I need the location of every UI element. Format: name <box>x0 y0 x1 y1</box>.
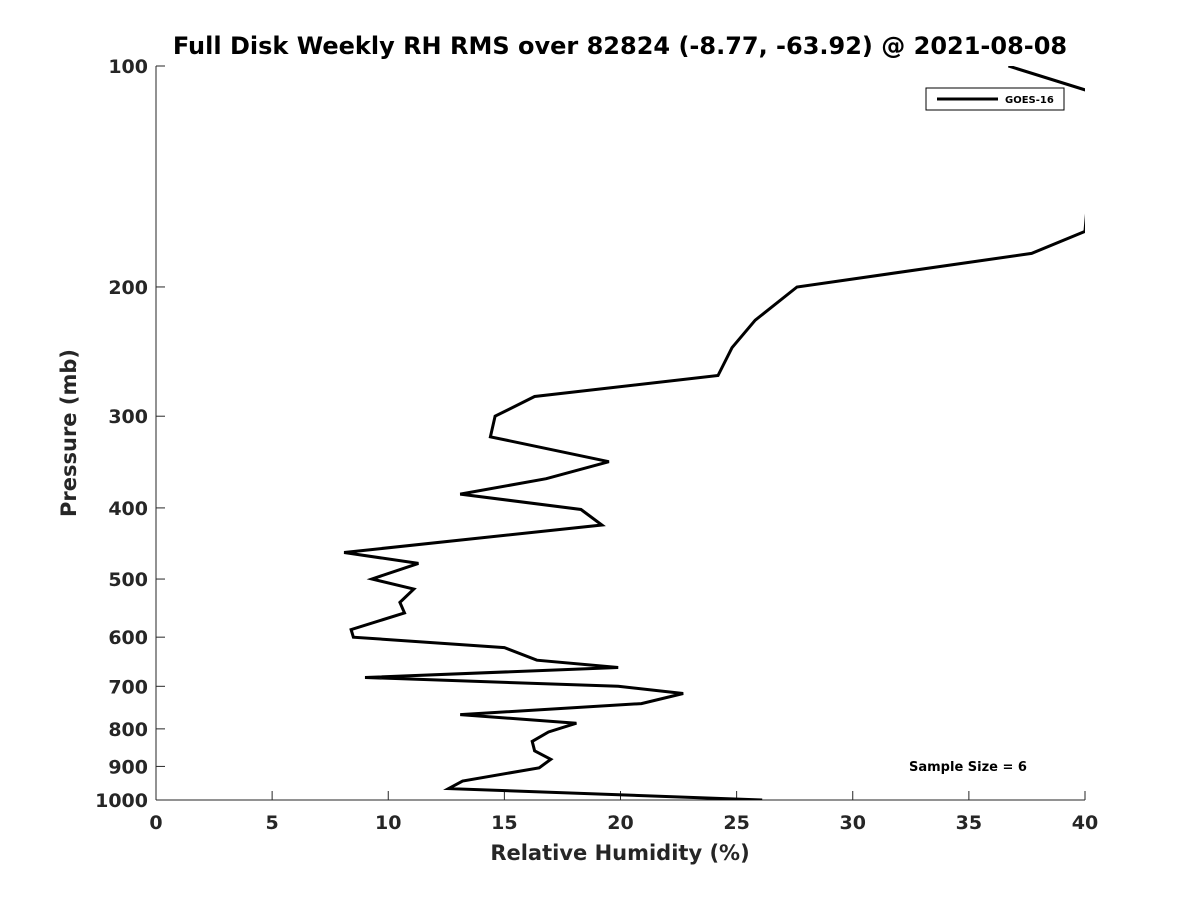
y-tick-label: 800 <box>108 719 148 741</box>
y-ticks: 100 200 300 400 500 600 700 800 900 1000 <box>95 56 165 812</box>
y-tick-label: 700 <box>108 676 148 698</box>
chart-title: Full Disk Weekly RH RMS over 82824 (-8.7… <box>173 32 1067 60</box>
y-tick-label: 100 <box>108 56 148 78</box>
x-ticks: 0 5 10 15 20 25 30 35 40 <box>149 791 1098 834</box>
x-tick-label: 15 <box>491 812 517 834</box>
legend: GOES-16 <box>925 87 1065 111</box>
series-line-goes-16 <box>343 66 1085 800</box>
x-tick-label: 10 <box>375 812 401 834</box>
x-tick-label: 40 <box>1072 812 1098 834</box>
y-tick-label: 400 <box>108 498 148 520</box>
x-tick-label: 35 <box>956 812 982 834</box>
y-tick-label: 300 <box>108 406 148 428</box>
y-tick-label: 1000 <box>95 790 148 812</box>
x-axis-label: Relative Humidity (%) <box>490 841 749 865</box>
x-tick-label: 30 <box>840 812 866 834</box>
y-tick-label: 200 <box>108 277 148 299</box>
y-tick-label: 900 <box>108 756 148 778</box>
plot-axes <box>155 66 1085 801</box>
legend-label-goes-16: GOES-16 <box>1005 95 1054 106</box>
sample-size-annotation: Sample Size = 6 <box>909 760 1027 775</box>
x-tick-label: 25 <box>723 812 749 834</box>
series-layer <box>343 66 1085 800</box>
y-axis-label: Pressure (mb) <box>57 349 81 517</box>
y-tick-label: 600 <box>108 627 148 649</box>
x-tick-label: 5 <box>266 812 279 834</box>
y-tick-label: 500 <box>108 569 148 591</box>
x-tick-label: 20 <box>607 812 633 834</box>
x-tick-label: 0 <box>149 812 162 834</box>
